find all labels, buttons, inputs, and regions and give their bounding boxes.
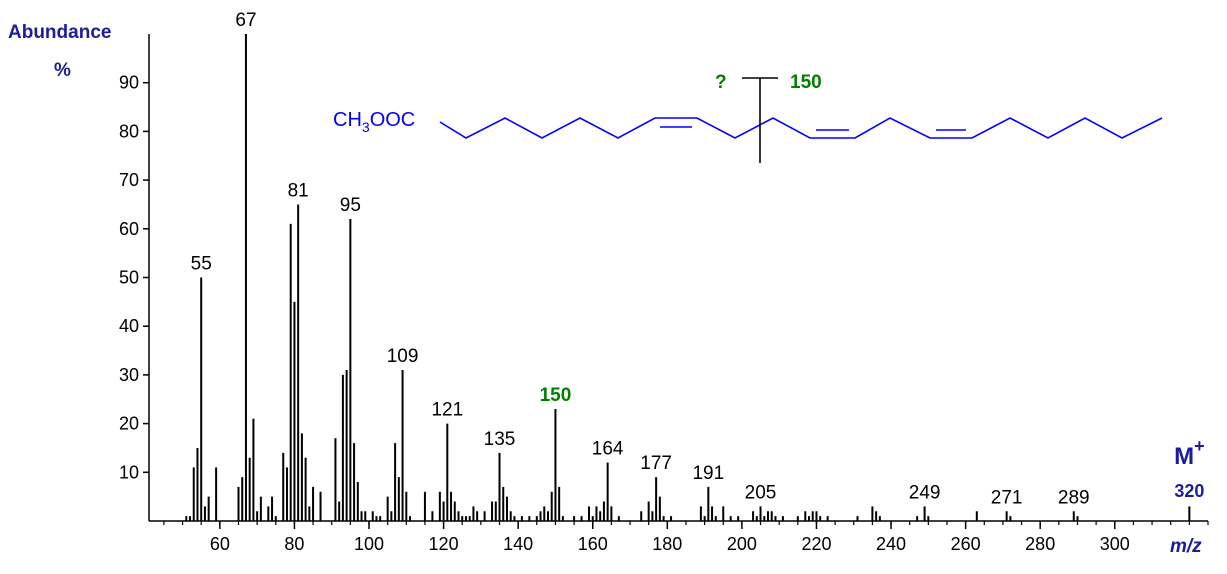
peak-label: 109 xyxy=(387,346,419,367)
peak-label: 191 xyxy=(692,463,724,484)
peak-label: 164 xyxy=(592,439,624,460)
y-tick-label: 90 xyxy=(119,73,139,93)
y-tick-label: 80 xyxy=(119,121,139,141)
peak-label: 150 xyxy=(540,385,572,406)
x-tick-label: 80 xyxy=(284,534,304,554)
x-tick-label: 300 xyxy=(1100,534,1130,554)
molecular-ion-symbol: M xyxy=(1174,443,1194,470)
peak-label: 67 xyxy=(235,10,256,31)
y-tick-label: 50 xyxy=(119,268,139,288)
y-tick-label: 40 xyxy=(119,316,139,336)
structure: CH3OOC ? 150 xyxy=(333,72,1163,163)
cleavage-unknown: ? xyxy=(715,72,727,93)
peak-label: 289 xyxy=(1058,487,1090,508)
x-tick-label: 260 xyxy=(951,534,981,554)
x-axis-title: m/z xyxy=(1170,536,1202,557)
y-tick-label: 30 xyxy=(119,365,139,385)
x-tick-label: 200 xyxy=(727,534,757,554)
peak-label: 271 xyxy=(991,487,1023,508)
y-axis-title: Abundance xyxy=(8,22,111,43)
formula-part: CH xyxy=(333,109,362,131)
peak-label: 135 xyxy=(484,429,516,450)
molecular-ion-mz: 320 xyxy=(1174,481,1204,501)
x-tick-label: 100 xyxy=(354,534,384,554)
y-tick-label: 10 xyxy=(119,462,139,482)
y-tick-label: 60 xyxy=(119,219,139,239)
x-tick-label: 240 xyxy=(876,534,906,554)
y-axis-unit: % xyxy=(54,60,71,81)
peak-label: 205 xyxy=(745,482,777,503)
molecular-ion-charge: + xyxy=(1194,436,1205,456)
x-tick-label: 180 xyxy=(652,534,682,554)
x-tick-label: 220 xyxy=(801,534,831,554)
peak-label: 95 xyxy=(340,195,361,216)
y-tick-label: 70 xyxy=(119,170,139,190)
peak-label: 249 xyxy=(909,482,941,503)
x-tick-label: 160 xyxy=(578,534,608,554)
formula-sub: 3 xyxy=(362,119,370,135)
molecular-ion-label: M+ xyxy=(1174,436,1205,470)
peak-label: 81 xyxy=(288,180,309,201)
formula: CH3OOC xyxy=(333,109,415,135)
peak-label: 177 xyxy=(640,453,672,474)
x-tick-label: 120 xyxy=(429,534,459,554)
y-tick-label: 20 xyxy=(119,414,139,434)
cleavage-mass: 150 xyxy=(790,72,822,93)
x-tick-label: 280 xyxy=(1025,534,1055,554)
x-tick-label: 60 xyxy=(210,534,230,554)
x-tick-label: 140 xyxy=(503,534,533,554)
carbon-chain xyxy=(439,117,1163,139)
formula-part: OOC xyxy=(370,109,416,131)
peak-label: 55 xyxy=(191,254,212,275)
peak-label: 121 xyxy=(431,400,463,421)
